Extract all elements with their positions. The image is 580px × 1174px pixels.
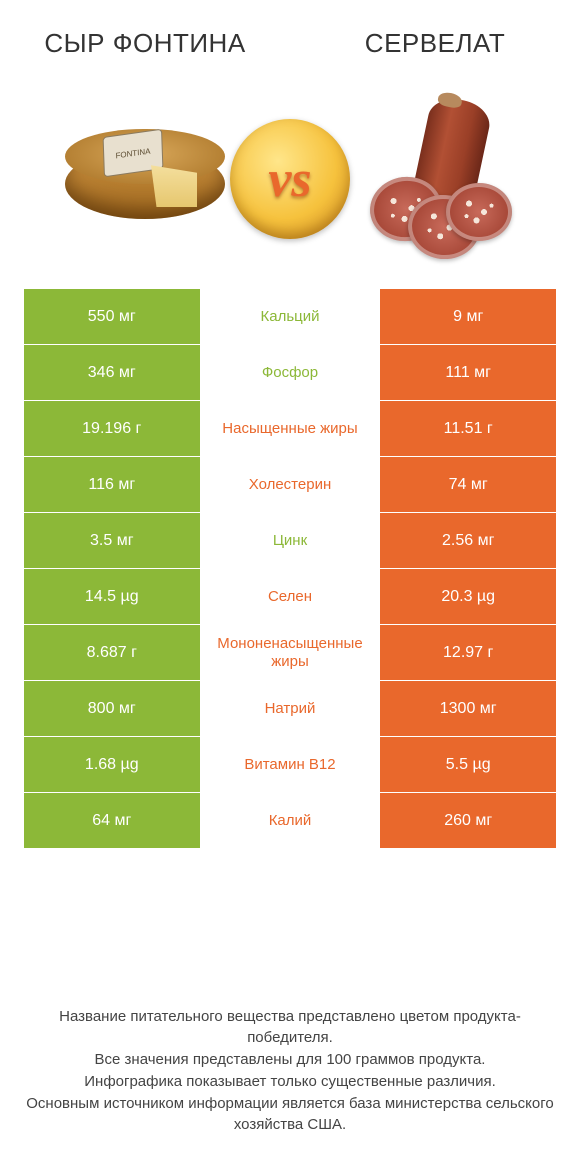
value-right: 74 мг xyxy=(380,457,556,512)
value-right: 11.51 г xyxy=(380,401,556,456)
nutrient-label: Калий xyxy=(200,793,381,848)
table-row: 64 мгКалий260 мг xyxy=(24,793,556,849)
vs-badge: vs xyxy=(230,119,350,239)
images-row: FONTINA vs xyxy=(0,79,580,279)
nutrient-label: Насыщенные жиры xyxy=(200,401,381,456)
value-right: 2.56 мг xyxy=(380,513,556,568)
value-left: 346 мг xyxy=(24,345,200,400)
nutrient-label: Селен xyxy=(200,569,381,624)
value-right: 1300 мг xyxy=(380,681,556,736)
value-left: 800 мг xyxy=(24,681,200,736)
value-left: 3.5 мг xyxy=(24,513,200,568)
comparison-table: 550 мгКальций9 мг346 мгФосфор111 мг19.19… xyxy=(24,289,556,849)
titles-row: Сыр Фонтина Сервелат xyxy=(0,0,580,59)
value-left: 1.68 µg xyxy=(24,737,200,792)
value-right: 111 мг xyxy=(380,345,556,400)
table-row: 116 мгХолестерин74 мг xyxy=(24,457,556,513)
nutrient-label: Цинк xyxy=(200,513,381,568)
nutrient-label: Кальций xyxy=(200,289,381,344)
footer-notes: Название питательного вещества представл… xyxy=(0,1006,580,1137)
value-left: 116 мг xyxy=(24,457,200,512)
table-row: 8.687 гМононенасыщенные жиры12.97 г xyxy=(24,625,556,681)
table-row: 1.68 µgВитамин B125.5 µg xyxy=(24,737,556,793)
value-left: 8.687 г xyxy=(24,625,200,680)
title-left: Сыр Фонтина xyxy=(0,28,290,59)
table-row: 19.196 гНасыщенные жиры11.51 г xyxy=(24,401,556,457)
table-row: 3.5 мгЦинк2.56 мг xyxy=(24,513,556,569)
table-row: 346 мгФосфор111 мг xyxy=(24,345,556,401)
sausage-icon xyxy=(350,99,520,259)
value-left: 550 мг xyxy=(24,289,200,344)
title-right: Сервелат xyxy=(290,28,580,59)
table-row: 14.5 µgСелен20.3 µg xyxy=(24,569,556,625)
value-left: 14.5 µg xyxy=(24,569,200,624)
value-right: 9 мг xyxy=(380,289,556,344)
value-left: 64 мг xyxy=(24,793,200,848)
value-right: 260 мг xyxy=(380,793,556,848)
nutrient-label: Витамин B12 xyxy=(200,737,381,792)
nutrient-label: Натрий xyxy=(200,681,381,736)
nutrient-label: Фосфор xyxy=(200,345,381,400)
nutrient-label: Холестерин xyxy=(200,457,381,512)
value-right: 20.3 µg xyxy=(380,569,556,624)
table-row: 550 мгКальций9 мг xyxy=(24,289,556,345)
table-row: 800 мгНатрий1300 мг xyxy=(24,681,556,737)
value-right: 5.5 µg xyxy=(380,737,556,792)
cheese-icon: FONTINA xyxy=(55,119,235,239)
value-left: 19.196 г xyxy=(24,401,200,456)
nutrient-label: Мононенасыщенные жиры xyxy=(200,625,381,680)
value-right: 12.97 г xyxy=(380,625,556,680)
